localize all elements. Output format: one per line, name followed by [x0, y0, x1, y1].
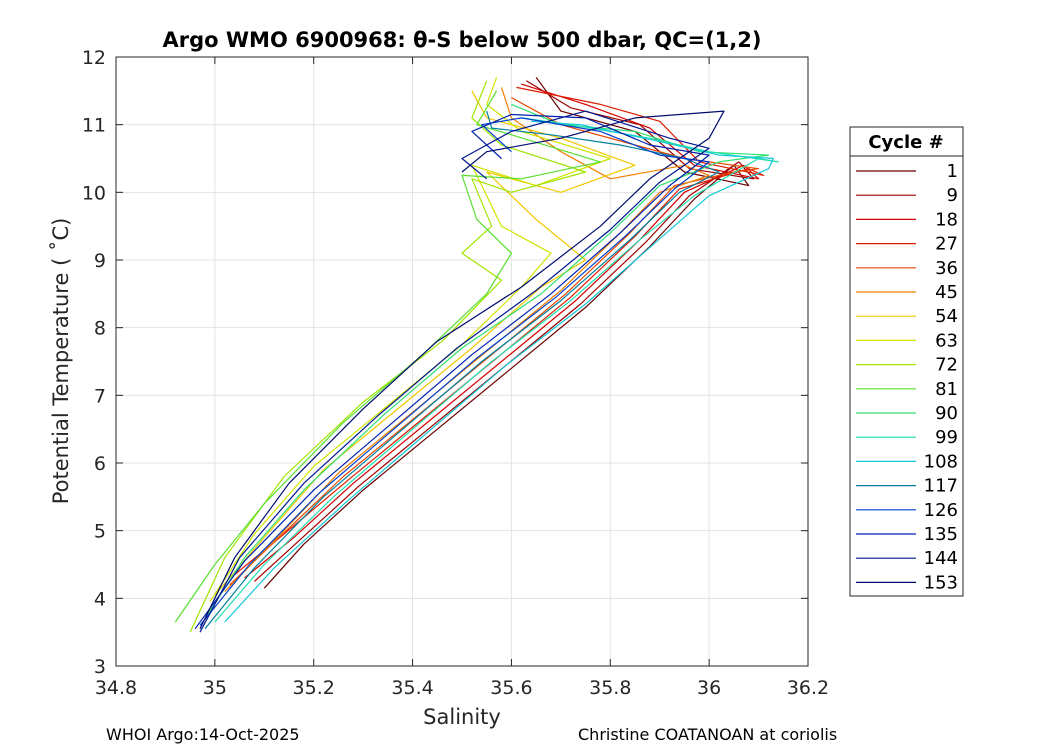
x-tick-label: 35.4	[391, 677, 433, 699]
x-tick-label: 35.8	[589, 677, 631, 699]
x-tick-label: 35.6	[490, 677, 532, 699]
series-line-cycle-36	[229, 97, 760, 586]
series-line-cycle-63	[209, 77, 611, 603]
legend-label: 18	[935, 209, 958, 230]
series-line-cycle-108	[224, 120, 775, 623]
x-tick-label: 35	[203, 677, 227, 699]
legend-label: 54	[935, 306, 958, 327]
legend-label: 135	[924, 524, 958, 545]
legend-label: 36	[935, 258, 958, 279]
legend-label: 117	[924, 476, 958, 497]
data-series	[174, 76, 779, 633]
y-tick-label: 11	[82, 115, 106, 137]
x-axis-ticks: 34.8 35 35.2 35.4 35.6 35.8 36 36.2	[95, 57, 829, 699]
series-line-cycle-126	[199, 117, 710, 626]
legend-label: 45	[935, 282, 958, 303]
series-line-cycle-9	[253, 80, 755, 582]
legend-box	[849, 126, 964, 597]
x-axis-label: Salinity	[423, 705, 501, 729]
footer-left: WHOI Argo:14-Oct-2025	[106, 725, 300, 744]
x-tick-label: 34.8	[95, 677, 137, 699]
legend-entries: 1 9 18 27 36 45 54 63 72 81 90 99 108 117 126 135 144 153	[856, 161, 958, 593]
series-line-cycle-99	[214, 117, 779, 623]
y-tick-label: 3	[94, 656, 106, 678]
x-tick-label: 36.2	[787, 677, 829, 699]
footer-right: Christine COATANOAN at coriolis	[578, 725, 838, 744]
legend-label: 108	[924, 451, 958, 472]
legend: Cycle # 19182736455463728190991081171261…	[849, 126, 964, 597]
series-line-cycle-144	[199, 110, 710, 633]
series-line-cycle-135	[194, 113, 710, 630]
legend-label: 126	[924, 500, 958, 521]
series-line-cycle-153	[199, 110, 725, 630]
legend-label: 153	[924, 572, 958, 593]
y-axis-label: Potential Temperature ( ˚C)	[49, 218, 73, 505]
plot-frame	[115, 56, 809, 667]
y-tick-label: 9	[94, 250, 106, 272]
chart-title: Argo WMO 6900968: θ-S below 500 dbar, QC…	[163, 28, 762, 52]
y-tick-label: 4	[94, 588, 106, 610]
y-axis-ticks: 3 4 5 6 7 8 9 10 11 12	[82, 47, 808, 678]
series-line-cycle-90	[204, 103, 770, 619]
y-tick-label: 5	[94, 521, 106, 543]
series-line-cycle-27	[234, 86, 765, 576]
legend-label: 81	[935, 379, 958, 400]
legend-label: 1	[947, 161, 958, 182]
series-line-cycle-45	[224, 87, 710, 593]
x-tick-label: 36	[697, 677, 721, 699]
y-tick-label: 6	[94, 453, 106, 475]
x-tick-label: 35.2	[293, 677, 335, 699]
y-tick-label: 8	[94, 318, 106, 340]
legend-label: 99	[935, 427, 958, 448]
legend-label: 63	[935, 330, 958, 351]
y-tick-label: 10	[82, 182, 106, 204]
legend-label: 27	[935, 234, 958, 255]
legend-title: Cycle #	[868, 132, 943, 153]
legend-label: 90	[935, 403, 958, 424]
legend-label: 144	[924, 548, 958, 569]
series-line-cycle-81	[174, 90, 602, 623]
y-tick-label: 7	[94, 385, 106, 407]
y-tick-label: 12	[82, 47, 106, 69]
legend-label: 9	[947, 185, 958, 206]
legend-label: 72	[935, 355, 958, 376]
series-line-cycle-117	[204, 110, 720, 630]
plot-background	[116, 57, 808, 666]
series-line-cycle-72	[189, 80, 587, 633]
